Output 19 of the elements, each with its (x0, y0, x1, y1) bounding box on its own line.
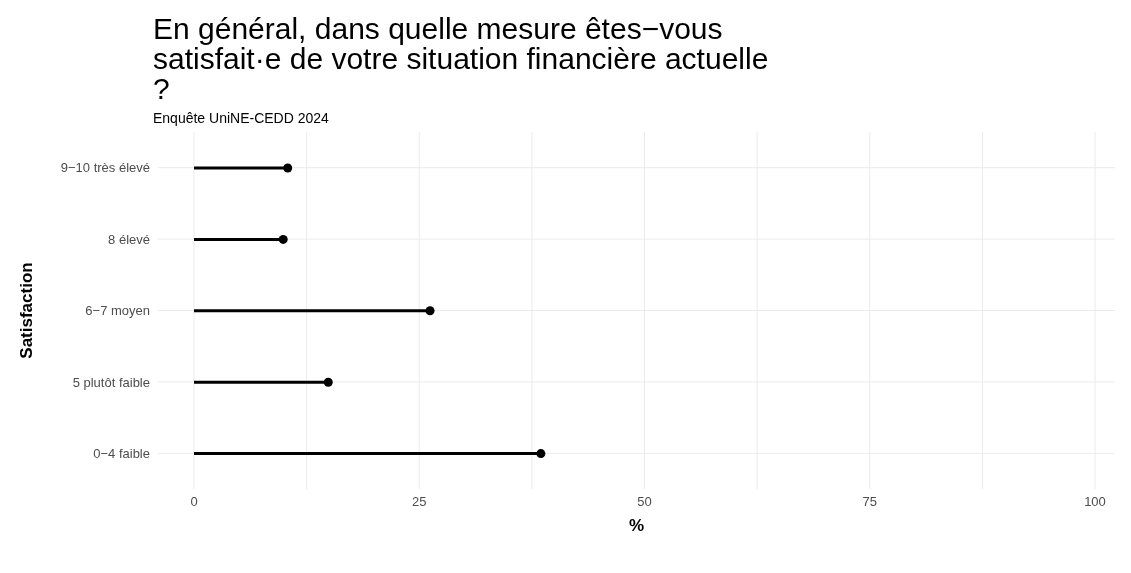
chart-title: En général, dans quelle mesure êtes−vous satisfait·e de votre situation financière actuelle ? (153, 12, 770, 105)
point (278, 234, 288, 244)
chart-subtitle: Enquête UniNE-CEDD 2024 (153, 110, 330, 126)
y-tick-label: 6−7 moyen (85, 303, 150, 319)
x-tick-label: 75 (862, 494, 877, 510)
point (536, 449, 546, 459)
y-axis-title: Satisfaction (17, 262, 37, 359)
x-tick-label: 50 (637, 494, 652, 510)
x-axis-title: % (628, 516, 645, 535)
y-tick-label: 9−10 très élevé (60, 160, 150, 176)
y-tick-label: 8 élevé (108, 231, 150, 247)
point (283, 163, 293, 173)
point (425, 306, 435, 316)
x-tick-label: 100 (1084, 494, 1106, 510)
y-tick-label: 5 plutôt faible (72, 374, 150, 390)
point (323, 377, 333, 387)
x-tick-label: 0 (190, 494, 198, 510)
y-tick-label: 0−4 faible (93, 445, 150, 461)
x-tick-label: 25 (412, 494, 427, 510)
